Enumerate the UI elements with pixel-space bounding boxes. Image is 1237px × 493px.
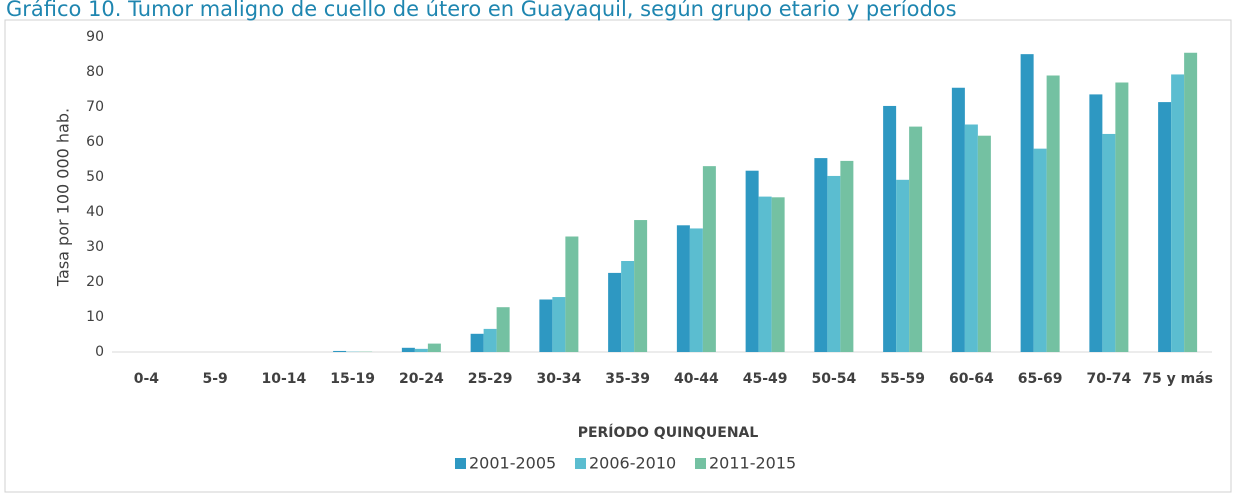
bar <box>827 175 841 352</box>
bar <box>745 170 759 352</box>
bar <box>565 236 579 352</box>
legend-label: 2006-2010 <box>589 454 676 473</box>
bar <box>621 261 635 352</box>
y-tick-label: 80 <box>86 64 104 80</box>
legend-swatch <box>455 458 466 469</box>
x-tick-label: 35-39 <box>605 371 650 387</box>
bar <box>470 333 484 352</box>
bar <box>427 343 441 352</box>
x-tick-label: 75 y más <box>1142 371 1213 387</box>
bar <box>483 328 497 352</box>
bar <box>1033 148 1047 352</box>
bar <box>840 160 854 352</box>
x-tick-label: 70-74 <box>1086 371 1131 387</box>
x-tick-label: 55-59 <box>880 371 925 387</box>
bar <box>1115 82 1129 352</box>
bar <box>951 87 965 352</box>
chart-border <box>4 19 1232 493</box>
bar <box>883 105 897 352</box>
bar <box>896 179 910 352</box>
x-tick-label: 50-54 <box>811 371 856 387</box>
bar <box>814 158 828 352</box>
x-tick-label: 45-49 <box>743 371 788 387</box>
bar <box>1046 75 1060 352</box>
x-tick-label: 10-14 <box>261 371 306 387</box>
y-tick-label: 70 <box>86 99 104 115</box>
bar <box>634 220 648 352</box>
y-tick-label: 90 <box>86 29 104 45</box>
x-tick-label: 65-69 <box>1018 371 1063 387</box>
y-tick-label: 0 <box>95 344 104 360</box>
bar <box>496 307 510 352</box>
y-tick-label: 60 <box>86 134 104 150</box>
bar <box>1020 54 1034 353</box>
chart-title: Gráfico 10. Tumor maligno de cuello de ú… <box>6 0 957 21</box>
legend-label: 2001-2005 <box>469 454 556 473</box>
legend-swatch <box>575 458 586 469</box>
bar <box>608 272 622 352</box>
bar <box>676 225 690 352</box>
bar <box>414 348 428 352</box>
bar <box>977 135 991 352</box>
y-tick-label: 20 <box>86 274 104 290</box>
x-tick-label: 5-9 <box>202 371 227 387</box>
bar <box>1171 74 1185 352</box>
y-tick-label: 40 <box>86 204 104 220</box>
x-tick-label: 15-19 <box>330 371 375 387</box>
x-tick-label: 40-44 <box>674 371 719 387</box>
bar <box>689 228 703 352</box>
bar <box>539 299 553 352</box>
y-tick-label: 50 <box>86 169 104 185</box>
x-tick-label: 20-24 <box>399 371 444 387</box>
legend-label: 2011-2015 <box>709 454 796 473</box>
bar <box>758 196 772 352</box>
y-tick-label: 30 <box>86 239 104 255</box>
bar <box>1158 102 1172 352</box>
x-tick-label: 0-4 <box>134 371 160 387</box>
bar <box>1089 94 1103 353</box>
bar <box>702 166 716 352</box>
x-axis-title: PERÍODO QUINQUENAL <box>578 424 759 441</box>
x-tick-label: 25-29 <box>468 371 513 387</box>
bar <box>401 347 415 352</box>
bar <box>964 124 978 352</box>
x-tick-label: 30-34 <box>536 371 581 387</box>
bar <box>552 297 566 352</box>
legend-swatch <box>695 458 706 469</box>
bar <box>771 197 785 352</box>
bar <box>333 350 347 352</box>
bar <box>1184 52 1198 352</box>
y-tick-label: 10 <box>86 309 104 325</box>
bar <box>909 126 923 352</box>
x-tick-label: 60-64 <box>949 371 994 387</box>
y-axis-title: Tasa por 100 000 hab. <box>54 108 73 287</box>
bar <box>1102 133 1116 352</box>
